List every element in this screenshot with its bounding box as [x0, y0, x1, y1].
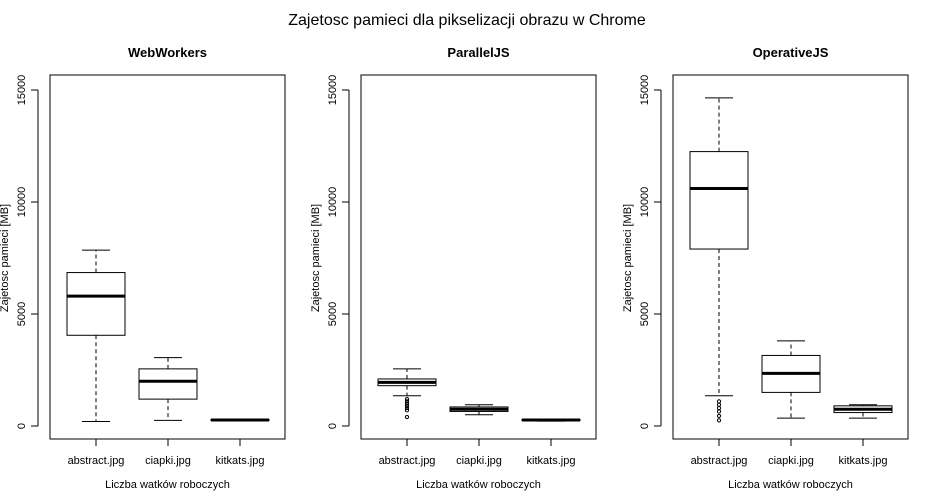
- panel-title: WebWorkers: [128, 45, 207, 60]
- outlier-point: [716, 402, 722, 407]
- x-tick-label: abstract.jpg: [379, 455, 436, 467]
- panel-operativejs: OperativeJS 0 5000 10000 15000 Zajetosc pamie…: [622, 45, 909, 491]
- iqr-box: [689, 151, 749, 250]
- y-tick-label: 0: [16, 423, 28, 429]
- x-tick-label: ciapki.jpg: [456, 455, 502, 467]
- y-tick-label: 15000: [16, 75, 28, 106]
- outlier-point: [716, 399, 722, 404]
- outlier-point: [404, 399, 410, 404]
- box-kitkats-jpg: [521, 418, 581, 422]
- panel-title: OperativeJS: [753, 45, 829, 60]
- x-tick-label: kitkats.jpg: [216, 455, 265, 467]
- iqr-box: [66, 272, 126, 336]
- panel-webworkers: WebWorkers 0 5000 10000 15000 Zajetosc pamiec…: [0, 45, 286, 491]
- x-tick-label: kitkats.jpg: [839, 455, 888, 467]
- box-ciapki-jpg: [761, 340, 821, 419]
- outlier-point: [716, 418, 722, 423]
- box-ciapki-jpg: [138, 357, 198, 421]
- outlier-point: [404, 405, 410, 411]
- box-ciapki-jpg: [449, 404, 509, 416]
- figure-title: Zajetosc pamieci dla pikselizacji obrazu…: [288, 12, 646, 29]
- y-tick-label: 0: [639, 423, 651, 429]
- x-axis-label: Liczba watków roboczych: [105, 479, 230, 491]
- outlier-point: [404, 414, 410, 420]
- panel-title: ParallelJS: [447, 45, 509, 60]
- y-axis-label: Zajetosc pamieci [MB]: [622, 204, 634, 312]
- y-axis-label: Zajetosc pamieci [MB]: [0, 204, 11, 312]
- box-kitkats-jpg: [210, 418, 270, 422]
- outlier-point: [404, 397, 410, 402]
- x-tick-label: ciapki.jpg: [145, 455, 191, 467]
- box-abstract-jpg: [66, 249, 126, 423]
- outlier-point: [404, 401, 410, 406]
- outlier-point: [404, 408, 410, 413]
- x-tick-label: ciapki.jpg: [768, 455, 814, 467]
- y-tick-label: 10000: [327, 187, 339, 218]
- y-tick-label: 5000: [639, 302, 651, 326]
- y-axis-label: Zajetosc pamieci [MB]: [310, 204, 322, 312]
- panel-paralleljs: ParallelJS 0 5000 10000 15000 Zajetosc pamiec…: [310, 45, 597, 491]
- y-tick-label: 0: [327, 423, 339, 429]
- outlier-point: [716, 413, 722, 419]
- y-tick-label: 15000: [327, 75, 339, 106]
- outlier-point: [404, 403, 410, 408]
- y-tick-label: 15000: [639, 75, 651, 106]
- box-abstract-jpg: [689, 97, 749, 423]
- y-tick-label: 5000: [16, 302, 28, 326]
- box-abstract-jpg: [377, 368, 437, 420]
- x-axis-label: Liczba watków roboczych: [728, 479, 853, 491]
- y-tick-label: 10000: [16, 187, 28, 218]
- x-tick-label: abstract.jpg: [68, 455, 125, 467]
- box-kitkats-jpg: [833, 404, 893, 419]
- x-tick-label: abstract.jpg: [691, 455, 748, 467]
- outlier-point: [716, 405, 722, 411]
- outlier-point: [716, 409, 722, 414]
- x-tick-label: kitkats.jpg: [527, 455, 576, 467]
- iqr-box: [138, 368, 198, 400]
- y-tick-label: 5000: [327, 302, 339, 326]
- x-axis-label: Liczba watków roboczych: [416, 479, 541, 491]
- y-tick-label: 10000: [639, 187, 651, 218]
